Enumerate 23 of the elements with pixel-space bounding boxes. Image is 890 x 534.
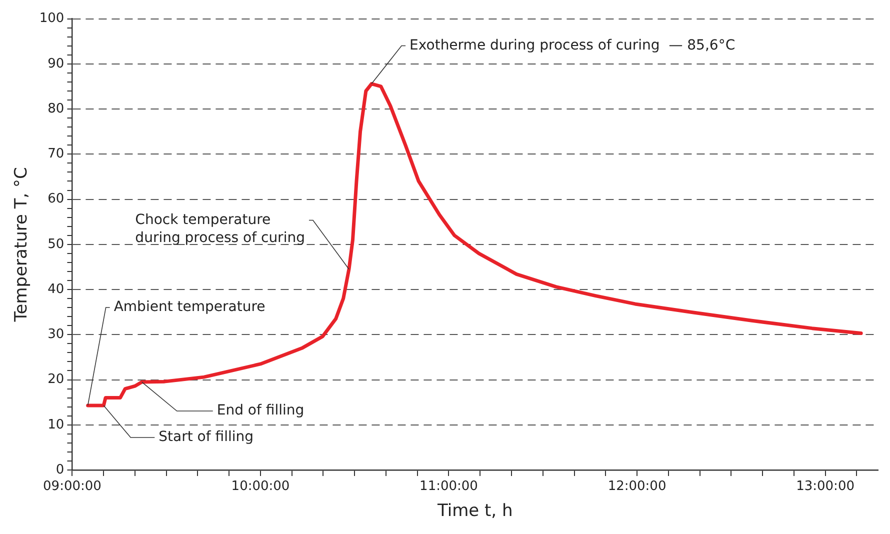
annotation: Start of filling — [158, 429, 254, 446]
x-tick-label: 12:00:00 — [608, 479, 666, 494]
y-tick-label: 90 — [48, 56, 64, 72]
y-tick-label: 10 — [48, 417, 64, 432]
y-tick-label: 60 — [48, 192, 64, 207]
y-tick-label: 70 — [48, 146, 64, 162]
y-tick-label: 80 — [48, 101, 64, 116]
y-tick-label: 30 — [48, 327, 64, 342]
annotation: End of filling — [216, 402, 304, 419]
y-axis-title: Temperature T, °C — [12, 167, 32, 323]
x-tick-label: 11:00:00 — [420, 479, 478, 494]
x-tick-label: 09:00:00 — [43, 479, 102, 494]
x-tick-label: 13:00:00 — [796, 479, 854, 494]
y-tick-label: 0 — [56, 462, 64, 478]
annotation: Exotherme during process of curing — 85,6°C — [410, 37, 736, 54]
annotation: Chock temperature during process of curing — [135, 212, 305, 246]
y-tick-label: 40 — [48, 282, 64, 297]
y-tick-label: 50 — [48, 236, 64, 252]
x-tick-label: 10:00:00 — [231, 479, 290, 494]
annotation: Ambient temperature — [114, 299, 266, 316]
y-tick-label: 20 — [48, 372, 64, 388]
y-tick-label: 100 — [39, 11, 64, 26]
x-axis-title: Time t, h — [436, 501, 513, 522]
